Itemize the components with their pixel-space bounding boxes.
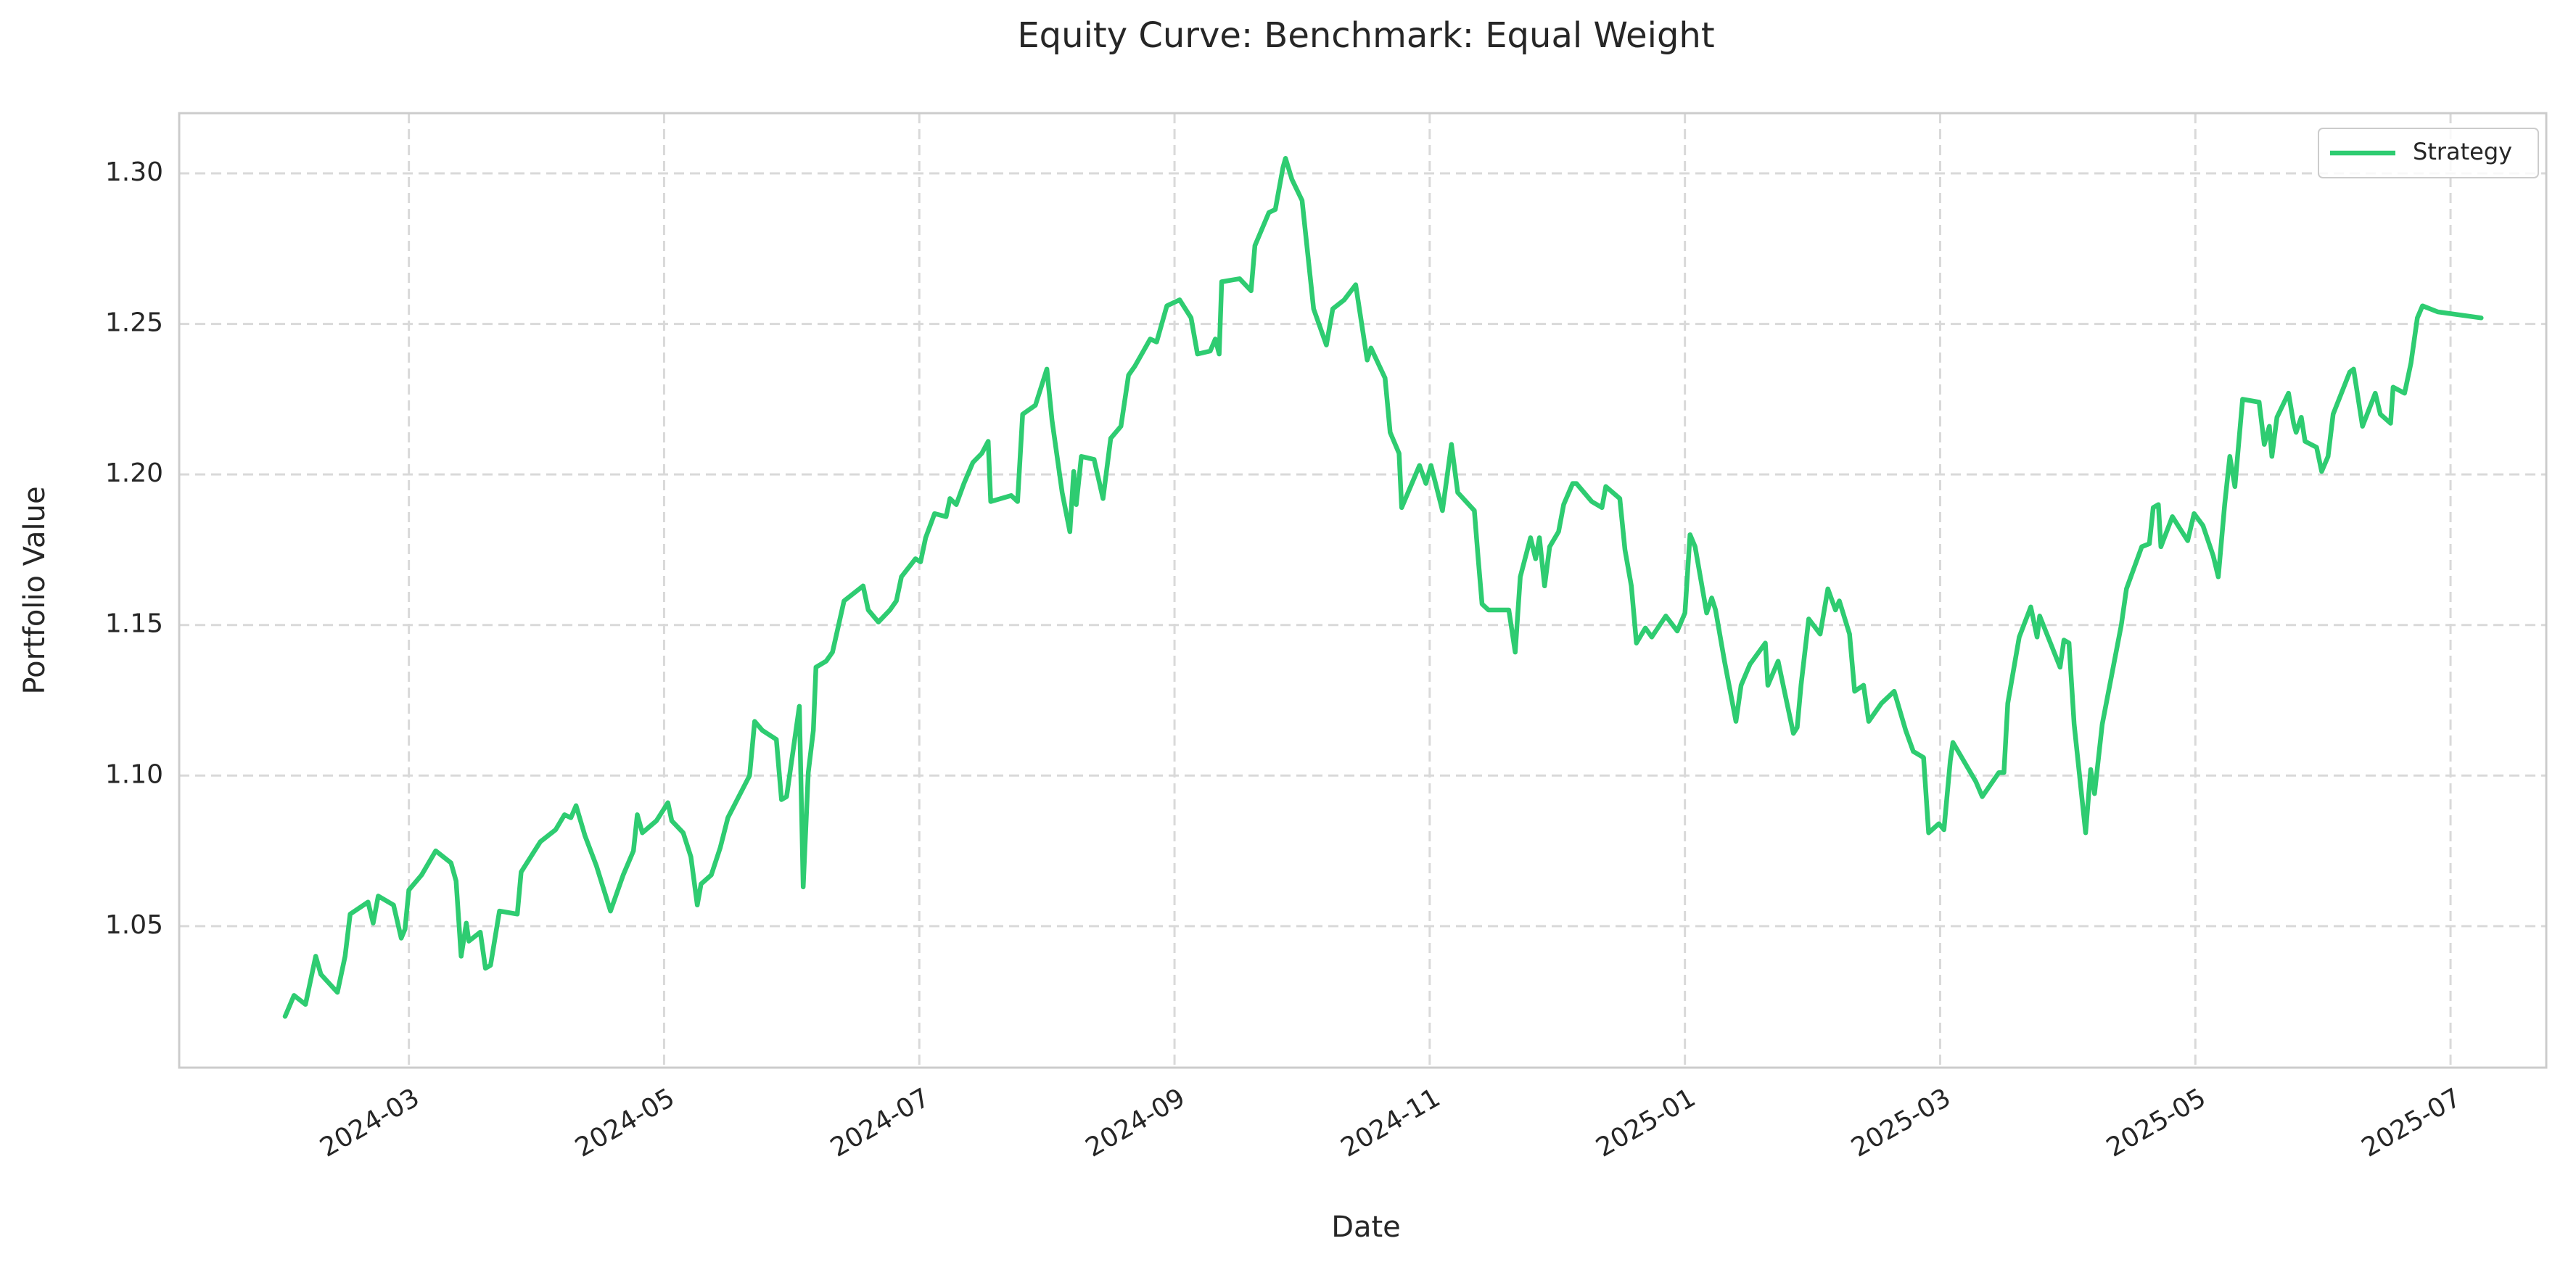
legend-label: Strategy — [2413, 138, 2512, 165]
data-line — [282, 156, 2484, 1019]
legend-box — [2318, 128, 2539, 178]
y-tick-label: 1.25 — [105, 308, 163, 338]
y-tick-label: 1.10 — [105, 759, 163, 789]
chart-title: Equity Curve: Benchmark: Equal Weight — [1017, 15, 1714, 56]
plot-frame — [178, 112, 2548, 1069]
y-tick-label: 1.30 — [105, 157, 163, 187]
y-axis-label: Portfolio Value — [18, 486, 52, 694]
y-tick-label: 1.20 — [105, 458, 163, 488]
x-axis-label: Date — [1331, 1211, 1401, 1244]
y-tick-label: 1.05 — [105, 910, 163, 940]
y-tick-label: 1.15 — [105, 609, 163, 639]
